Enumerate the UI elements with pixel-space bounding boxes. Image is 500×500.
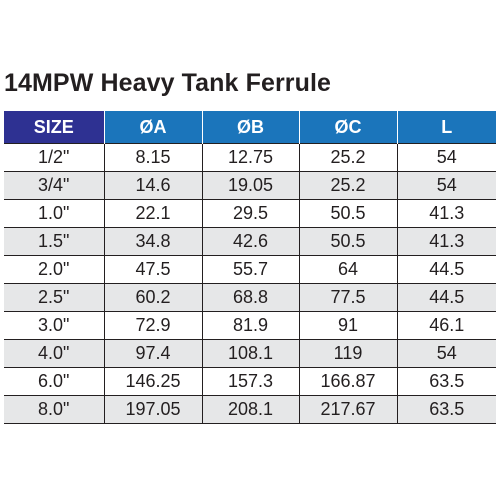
cell-diameter-a: 8.15 [103, 143, 203, 172]
cell-length: 63.5 [396, 367, 496, 396]
cell-diameter-a: 146.25 [103, 367, 203, 396]
ferrule-dimensions-table: SIZE ØA ØB ØC L 1/2" 8.15 12.75 25.2 54 3/4" 1… [4, 111, 496, 424]
cell-diameter-b: 55.7 [201, 255, 300, 284]
table-row: 1.5" 34.8 42.6 50.5 41.3 [4, 227, 496, 256]
cell-length: 44.5 [396, 255, 496, 284]
cell-diameter-b: 108.1 [201, 339, 300, 368]
cell-diameter-a: 14.6 [103, 171, 203, 200]
cell-size: 4.0" [4, 339, 105, 368]
table-row: 1.0" 22.1 29.5 50.5 41.3 [4, 199, 496, 228]
cell-diameter-c: 217.67 [298, 395, 398, 424]
cell-diameter-c: 64 [298, 255, 398, 284]
page-title: 14MPW Heavy Tank Ferrule [4, 69, 332, 97]
table-row: 6.0" 146.25 157.3 166.87 63.5 [4, 367, 496, 396]
cell-diameter-b: 208.1 [201, 395, 300, 424]
cell-length: 44.5 [396, 283, 496, 312]
cell-diameter-b: 29.5 [201, 199, 300, 228]
header-length: L [396, 111, 496, 144]
cell-diameter-a: 60.2 [103, 283, 203, 312]
cell-length: 54 [396, 143, 496, 172]
cell-diameter-c: 25.2 [298, 143, 398, 172]
cell-size: 1/2" [4, 143, 105, 172]
cell-size: 2.0" [4, 255, 105, 284]
cell-length: 54 [396, 339, 496, 368]
table-row: 1/2" 8.15 12.75 25.2 54 [4, 143, 496, 172]
header-diameter-c: ØC [298, 111, 397, 144]
table-header-row: SIZE ØA ØB ØC L [4, 111, 496, 144]
cell-diameter-a: 34.8 [103, 227, 203, 256]
table-row: 3.0" 72.9 81.9 91 46.1 [4, 311, 496, 340]
cell-diameter-b: 157.3 [201, 367, 300, 396]
cell-diameter-c: 50.5 [298, 199, 398, 228]
table-row: 8.0" 197.05 208.1 217.67 63.5 [4, 395, 496, 424]
cell-diameter-a: 72.9 [103, 311, 203, 340]
cell-diameter-c: 91 [298, 311, 398, 340]
cell-size: 6.0" [4, 367, 105, 396]
cell-diameter-c: 77.5 [298, 283, 398, 312]
cell-diameter-a: 97.4 [103, 339, 203, 368]
cell-diameter-b: 19.05 [201, 171, 300, 200]
header-diameter-b: ØB [201, 111, 299, 144]
cell-size: 3/4" [4, 171, 105, 200]
table-row: 2.5" 60.2 68.8 77.5 44.5 [4, 283, 496, 312]
cell-length: 41.3 [396, 199, 496, 228]
cell-size: 1.5" [4, 227, 105, 256]
cell-length: 54 [396, 171, 496, 200]
header-size: SIZE [4, 111, 104, 144]
cell-size: 3.0" [4, 311, 105, 340]
cell-size: 1.0" [4, 199, 105, 228]
table-row: 4.0" 97.4 108.1 119 54 [4, 339, 496, 368]
table-row: 3/4" 14.6 19.05 25.2 54 [4, 171, 496, 200]
cell-diameter-c: 119 [298, 339, 398, 368]
table-body: 1/2" 8.15 12.75 25.2 54 3/4" 14.6 19.05 25.2 54 1.… [4, 143, 496, 424]
cell-diameter-b: 81.9 [201, 311, 300, 340]
cell-length: 46.1 [396, 311, 496, 340]
header-diameter-a: ØA [103, 111, 202, 144]
cell-diameter-b: 42.6 [201, 227, 300, 256]
cell-length: 63.5 [396, 395, 496, 424]
cell-diameter-c: 50.5 [298, 227, 398, 256]
cell-size: 8.0" [4, 395, 105, 424]
cell-length: 41.3 [396, 227, 496, 256]
cell-diameter-b: 12.75 [201, 143, 300, 172]
cell-diameter-a: 47.5 [103, 255, 203, 284]
cell-diameter-c: 25.2 [298, 171, 398, 200]
cell-diameter-b: 68.8 [201, 283, 300, 312]
cell-diameter-c: 166.87 [298, 367, 398, 396]
cell-diameter-a: 22.1 [103, 199, 203, 228]
cell-diameter-a: 197.05 [103, 395, 203, 424]
cell-size: 2.5" [4, 283, 105, 312]
table-row: 2.0" 47.5 55.7 64 44.5 [4, 255, 496, 284]
